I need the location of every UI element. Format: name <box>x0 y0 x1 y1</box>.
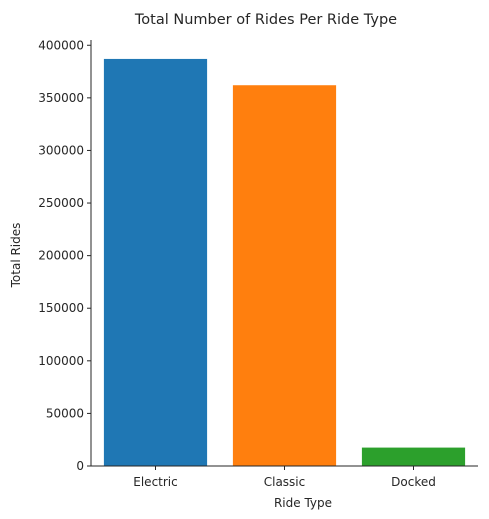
bar-docked <box>361 447 466 466</box>
y-tick-label-350000: 350000 <box>38 91 84 105</box>
y-tick-label-0: 0 <box>76 459 84 473</box>
bar-electric <box>103 58 208 467</box>
x-axis-label: Ride Type <box>274 496 332 510</box>
y-tick-label-50000: 50000 <box>46 406 84 420</box>
bar-classic <box>232 85 337 466</box>
y-tick-label-300000: 300000 <box>38 143 84 157</box>
y-tick-label-150000: 150000 <box>38 301 84 315</box>
x-tick-label-classic: Classic <box>264 475 306 489</box>
chart-title: Total Number of Rides Per Ride Type <box>134 12 397 28</box>
y-tick-label-200000: 200000 <box>38 249 84 263</box>
bars-group <box>103 58 466 467</box>
y-tick-label-400000: 400000 <box>38 38 84 52</box>
x-axis: Electric Classic Docked <box>133 466 436 489</box>
y-tick-label-100000: 100000 <box>38 354 84 368</box>
x-tick-label-electric: Electric <box>133 475 177 489</box>
y-tick-label-250000: 250000 <box>38 196 84 210</box>
y-axis: 0 50000 100000 150000 200000 250000 300000 3500… <box>38 38 91 473</box>
x-tick-label-docked: Docked <box>391 475 436 489</box>
y-axis-label: Total Rides <box>9 223 23 289</box>
